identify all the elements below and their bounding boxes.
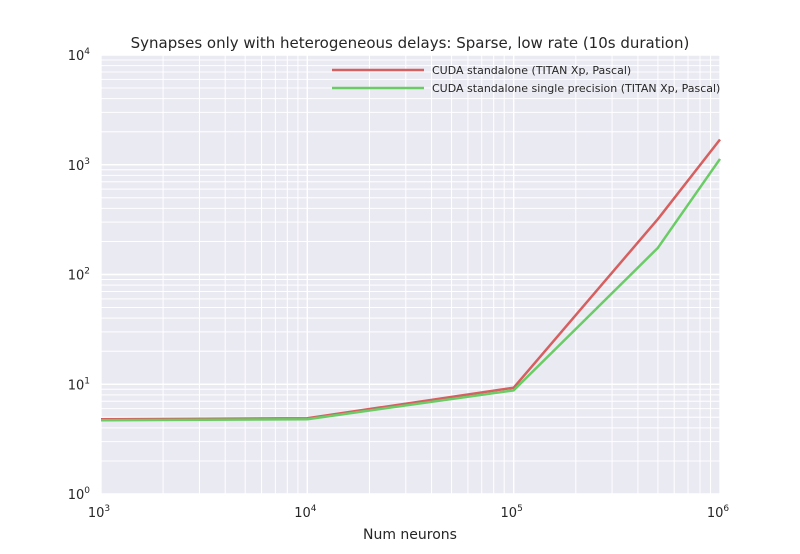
y-tick-labels: 100 101 102 103 104 bbox=[68, 47, 91, 503]
y-tick-label: 100 bbox=[68, 486, 91, 503]
grid bbox=[100, 54, 721, 495]
y-tick-label: 104 bbox=[68, 47, 91, 64]
x-tick-label: 105 bbox=[501, 504, 523, 521]
series-line bbox=[100, 158, 722, 422]
y-tick-label: 103 bbox=[68, 157, 90, 174]
x-axis-label: Num neurons bbox=[363, 527, 457, 543]
x-tick-label: 103 bbox=[88, 504, 110, 521]
y-tick-label: 101 bbox=[68, 376, 90, 393]
legend-label: CUDA standalone (TITAN Xp, Pascal) bbox=[432, 64, 631, 77]
legend-label: CUDA standalone single precision (TITAN … bbox=[432, 82, 720, 95]
x-tick-label: 104 bbox=[294, 504, 317, 521]
series-lines bbox=[100, 138, 722, 422]
x-tick-label: 106 bbox=[707, 504, 730, 521]
x-tick-labels: 103 104 105 106 bbox=[88, 504, 730, 521]
chart-title: Synapses only with heterogeneous delays:… bbox=[131, 34, 690, 52]
legend: CUDA standalone (TITAN Xp, Pascal) CUDA s… bbox=[332, 64, 720, 95]
y-tick-label: 102 bbox=[68, 267, 90, 284]
